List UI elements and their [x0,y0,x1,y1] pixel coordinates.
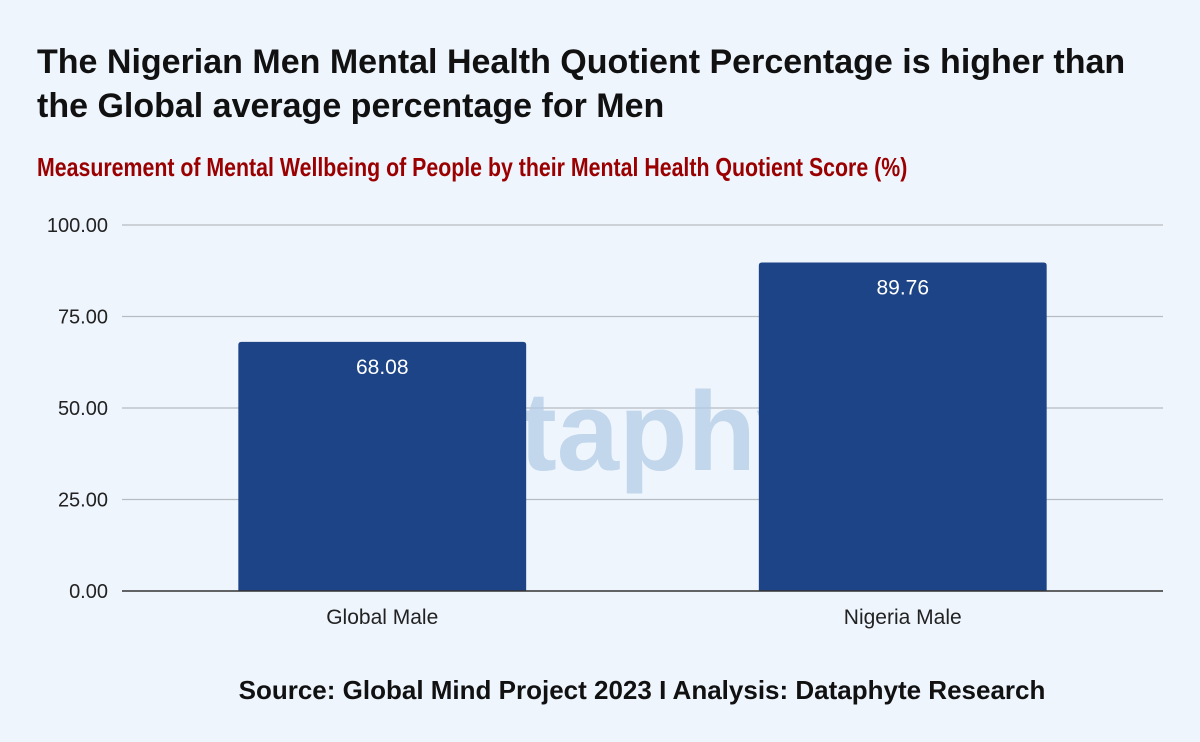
data-label: 89.76 [876,276,929,299]
y-tick-label: 75.00 [58,307,108,329]
y-tick-label: 50.00 [58,398,108,420]
bar [758,262,1047,591]
y-tick-label: 100.00 [47,215,108,237]
bars [238,262,1047,591]
y-tick-label: 0.00 [69,581,108,603]
data-label: 68.08 [356,356,409,379]
x-tick-label: Global Male [326,606,438,629]
bar [238,341,527,591]
x-tick-label: Nigeria Male [844,606,962,629]
y-tick-label: 25.00 [58,490,108,512]
axes: 0.00 25.00 50.00 75.00 100.00 Global Male Nige… [47,215,1163,629]
chart-title: The Nigerian Men Mental Health Quotient … [37,43,1126,125]
source-note: Source: Global Mind Project 2023 I Analy… [238,675,1046,705]
data-labels: 68.08 89.76 [356,276,929,378]
chart-subtitle: Measurement of Mental Wellbeing of Peopl… [37,152,908,182]
